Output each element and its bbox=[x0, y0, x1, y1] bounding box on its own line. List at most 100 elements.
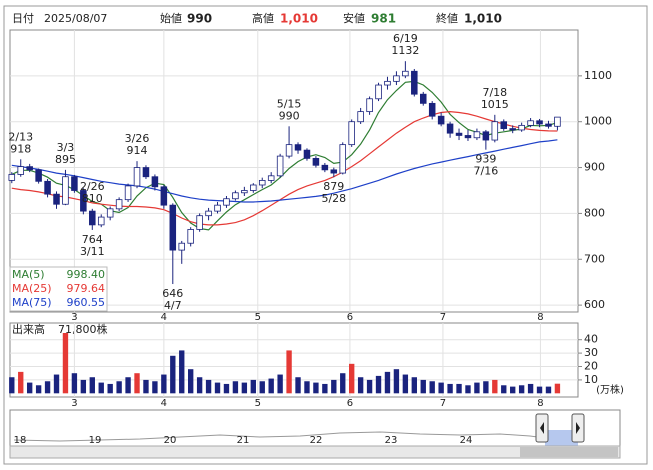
candle-body bbox=[223, 198, 230, 206]
candle-body bbox=[509, 128, 516, 131]
ma-line bbox=[11, 110, 558, 226]
volume-bar bbox=[536, 386, 543, 394]
candle-body bbox=[187, 229, 194, 244]
candle-body bbox=[330, 169, 338, 174]
volume-bar bbox=[143, 379, 149, 394]
price-panel bbox=[9, 29, 579, 313]
candle-body bbox=[446, 123, 454, 134]
candle-body bbox=[232, 192, 239, 200]
y-tick-label: 1000 bbox=[584, 115, 612, 128]
candle-body bbox=[536, 120, 543, 125]
volume-bar bbox=[438, 382, 444, 394]
volume-bar bbox=[474, 382, 480, 394]
volume-bar bbox=[259, 381, 265, 394]
legend-name: MA(5) bbox=[12, 268, 45, 281]
annotation-date: 3/3 bbox=[57, 141, 75, 154]
candle-body bbox=[411, 70, 418, 95]
y-tick-label: 1100 bbox=[584, 69, 612, 82]
annotation-value: 990 bbox=[279, 109, 300, 122]
ma-legend: MA(5) 998.40 MA(25) 979.64 MA(75) 960.55 bbox=[9, 266, 108, 312]
x-tick-label: 5 bbox=[255, 398, 261, 409]
volume-bar bbox=[331, 379, 337, 394]
legend-name: MA(75) bbox=[12, 296, 52, 309]
annotation-date: 6/19 bbox=[393, 32, 418, 45]
candle-body bbox=[518, 124, 525, 131]
volume-unit: (万株) bbox=[596, 383, 624, 396]
volume-title: 出来高 bbox=[12, 322, 45, 336]
candle-body bbox=[554, 116, 561, 127]
volume-bar bbox=[89, 377, 95, 394]
candle-body bbox=[53, 193, 60, 205]
scrollbar[interactable] bbox=[9, 445, 621, 459]
candle-body bbox=[419, 93, 427, 104]
volume-bar bbox=[411, 377, 417, 394]
volume-bar bbox=[429, 381, 435, 394]
candle-body bbox=[196, 215, 203, 230]
volume-bar bbox=[295, 377, 301, 394]
annotation-value: 810 bbox=[82, 192, 103, 205]
volume-bar bbox=[357, 377, 364, 394]
annotation-date: 3/26 bbox=[125, 132, 150, 145]
volume-bar bbox=[304, 381, 310, 394]
x-tick-label: 6 bbox=[347, 312, 353, 323]
volume-bar bbox=[492, 379, 498, 394]
header-high: 1,010 bbox=[280, 12, 318, 26]
y-tick-label: 10 bbox=[584, 373, 598, 386]
volume-bar bbox=[62, 333, 69, 394]
volume-bar bbox=[366, 379, 373, 394]
candle-body bbox=[393, 75, 400, 82]
candle-body bbox=[473, 131, 481, 139]
navigator-label: 20 bbox=[164, 435, 177, 446]
volume-bar bbox=[456, 383, 462, 394]
handle-arrow bbox=[540, 422, 544, 434]
volume-bar bbox=[98, 382, 104, 394]
candle-body bbox=[44, 180, 51, 195]
candle-body bbox=[321, 164, 329, 171]
x-tick-label: 7 bbox=[440, 398, 446, 409]
legend-value: 998.40 bbox=[67, 268, 106, 281]
volume-bar bbox=[375, 375, 382, 394]
candle-body bbox=[294, 144, 302, 151]
volume-bar bbox=[393, 369, 400, 394]
candle-body bbox=[384, 80, 391, 86]
scrollbar-thumb[interactable] bbox=[520, 447, 618, 457]
candle-body bbox=[348, 121, 355, 146]
navigator-label: 24 bbox=[460, 435, 473, 446]
candle-body bbox=[366, 98, 373, 113]
volume-bar bbox=[277, 374, 283, 394]
volume-bar bbox=[223, 383, 230, 394]
candle-body bbox=[464, 135, 472, 139]
candle-body bbox=[133, 167, 141, 187]
candle-body bbox=[250, 184, 257, 191]
x-tick-label: 4 bbox=[161, 398, 167, 409]
volume-bar bbox=[214, 382, 221, 394]
volume-bar bbox=[286, 350, 292, 394]
candle-body bbox=[491, 121, 499, 141]
candle-body bbox=[106, 208, 114, 218]
navigator-sparkline bbox=[13, 431, 579, 442]
header-label: 安値 bbox=[343, 11, 365, 25]
candle-body bbox=[124, 185, 132, 201]
candle-body bbox=[482, 131, 490, 141]
navigator-label: 19 bbox=[89, 435, 102, 446]
annotation-date: 7/16 bbox=[474, 165, 499, 178]
header-open: 990 bbox=[187, 12, 212, 26]
annotation-date: 2/13 bbox=[8, 130, 33, 143]
header-date: 2025/08/07 bbox=[44, 12, 107, 25]
candle-body bbox=[455, 132, 463, 136]
candle-body bbox=[205, 210, 212, 217]
y-tick-label: 800 bbox=[584, 206, 605, 219]
legend-name: MA(25) bbox=[12, 282, 52, 295]
volume-bar bbox=[107, 383, 113, 394]
header-label: 日付 bbox=[12, 12, 34, 25]
candle-body bbox=[115, 199, 123, 210]
navigator-label: 22 bbox=[310, 435, 323, 446]
volume-bar bbox=[161, 374, 167, 394]
legend-value: 979.64 bbox=[67, 282, 106, 295]
annotation-value: 939 bbox=[475, 153, 496, 166]
candle-body bbox=[312, 157, 320, 166]
x-tick-label: 6 bbox=[347, 398, 353, 409]
navigator-range bbox=[545, 430, 578, 446]
header-label: 始値 bbox=[160, 11, 182, 25]
